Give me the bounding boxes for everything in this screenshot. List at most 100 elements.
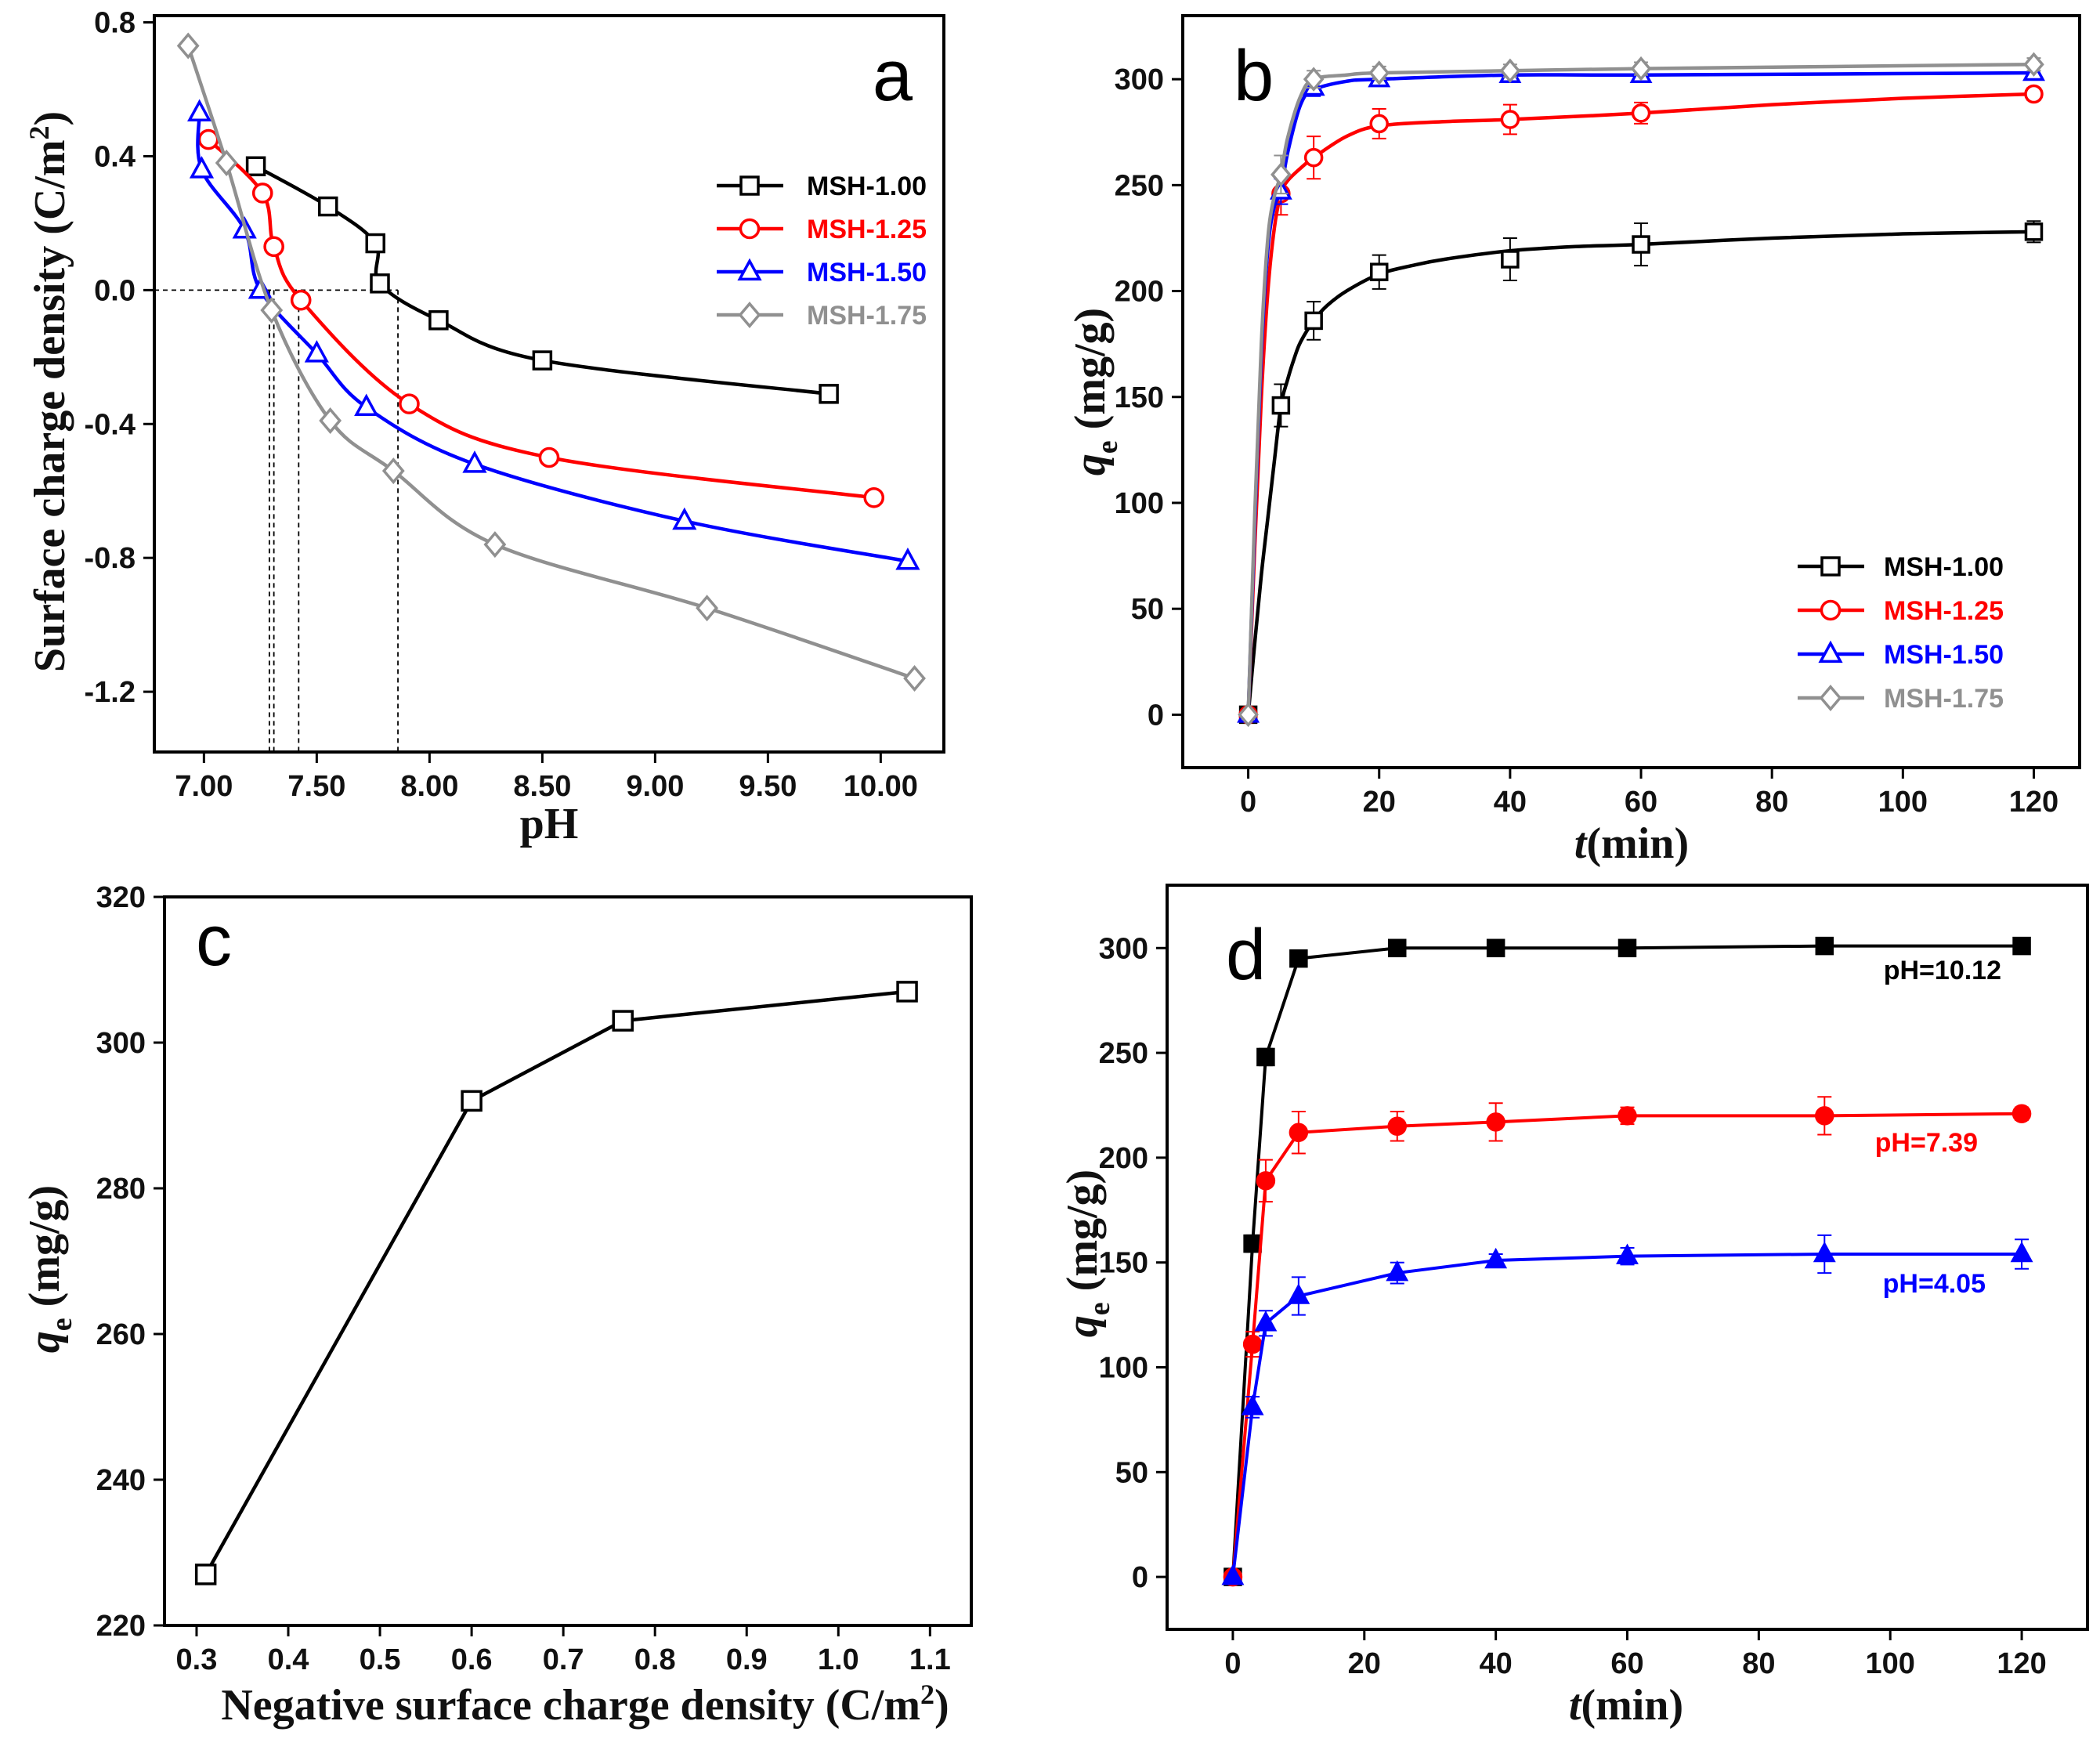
panel-d-x-tick-label: 20 <box>1348 1647 1381 1680</box>
panel-b-point <box>1271 396 1291 415</box>
panel-a-point <box>251 183 273 204</box>
panel-a-y-tick-label: -0.8 <box>85 542 136 575</box>
panel-b-line-MSH-1.00 <box>1246 230 2034 715</box>
panel-d-ph-kinetics: 0 20 40 60 80 100 120 0 50 100 150 200 250 300 d t(m… <box>1058 884 2089 1730</box>
panel-a-y-tick-label: -1.2 <box>85 676 136 709</box>
panel-a-surface-charge: 7.00 7.50 8.00 8.50 9.00 9.50 10.00 0.8 0.4 0.0 -… <box>23 7 945 848</box>
panel-a-y-axis-label: Surface charge density (C/m2) <box>23 111 74 672</box>
panel-a-point <box>819 384 839 404</box>
panel-a-point <box>672 507 697 530</box>
panel-c-line <box>204 989 908 1576</box>
panel-d-y-tick-label: 250 <box>1099 1037 1148 1070</box>
panel-a-legend-label: MSH-1.75 <box>807 301 927 331</box>
panel-a-line-MSH-1.25 <box>207 138 874 500</box>
panel-d-point <box>1242 1334 1263 1354</box>
panel-b-point <box>1501 250 1520 269</box>
panel-c-y-tick-label: 280 <box>96 1173 146 1206</box>
panel-b-legend-label: MSH-1.25 <box>1884 596 2004 626</box>
panel-d-point <box>1289 1123 1309 1143</box>
panel-d-series-pH=7.39 <box>1223 1096 2032 1587</box>
panel-a-line-MSH-1.50 <box>196 112 909 563</box>
panel-b-x-tick-label: 60 <box>1625 786 1657 819</box>
panel-a-series-MSH-1.50 <box>186 99 920 570</box>
panel-b-y-tick-label: 0 <box>1148 699 1164 732</box>
panel-b-line-MSH-1.75 <box>1246 62 2034 715</box>
panel-b-series-MSH-1.00 <box>1238 220 2044 725</box>
panel-b-point <box>1499 58 1521 84</box>
panel-b-y-tick-label: 200 <box>1115 276 1164 309</box>
panel-c-point <box>896 981 918 1003</box>
panel-d-point <box>1387 1116 1407 1136</box>
panel-d-point <box>1241 1394 1264 1415</box>
panel-c-point <box>461 1090 483 1112</box>
panel-a-point <box>245 156 266 177</box>
panel-c-x-tick-label: 0.3 <box>176 1643 218 1676</box>
panel-d-y-tick-label: 300 <box>1099 932 1148 965</box>
panel-a-point <box>215 149 238 177</box>
panel-b-point <box>1270 162 1292 187</box>
panel-a-point <box>399 393 420 414</box>
panel-b-y-tick-label: 250 <box>1115 169 1164 202</box>
panel-a-point <box>189 156 215 179</box>
panel-a-legend-marker <box>738 301 761 329</box>
panel-a-point <box>428 310 449 331</box>
panel-b-x-tick-label: 0 <box>1240 786 1256 819</box>
panel-b-point <box>1631 103 1651 123</box>
panel-a-y-tick-label: -0.4 <box>85 408 136 441</box>
panel-c-x-tick-label: 0.9 <box>726 1643 768 1676</box>
panel-d-series <box>1221 936 2033 1587</box>
panel-a-point <box>318 196 338 217</box>
panel-a-frame <box>153 14 945 754</box>
panel-b-legend-label: MSH-1.75 <box>1884 684 2004 714</box>
panel-a-legend-marker <box>737 258 762 281</box>
panel-b-point <box>1304 311 1323 331</box>
panel-a-point <box>462 450 487 473</box>
panel-a-legend-marker <box>739 218 761 240</box>
panel-a-legend: MSH-1.00 MSH-1.25 MSH-1.50 MSH-1.75 <box>717 172 927 331</box>
panel-d-point <box>1289 949 1308 968</box>
panel-d-y-ticks: 0 50 100 150 200 250 300 <box>1099 932 1167 1594</box>
panel-a-point <box>903 664 926 692</box>
panel-a-x-axis-label: pH <box>520 800 579 848</box>
panel-a-point <box>381 457 405 485</box>
panel-d-point <box>1616 1243 1639 1264</box>
panel-a-point <box>365 233 385 254</box>
panel-d-point <box>1815 936 1834 956</box>
panel-a-series <box>176 32 926 692</box>
panel-d-y-tick-label: 50 <box>1115 1456 1148 1489</box>
panel-c-y-tick-label: 320 <box>96 881 146 914</box>
panel-d-line-pH=7.39 <box>1231 1112 2022 1578</box>
panel-d-series-pH=4.05 <box>1221 1234 2033 1585</box>
panel-a-series-MSH-1.25 <box>197 128 885 508</box>
panel-a-point <box>538 446 560 468</box>
panel-d-y-axis-label: qe (mg/g) <box>1058 1170 1116 1337</box>
panel-b-x-ticks: 0 20 40 60 80 100 120 <box>1240 768 2058 819</box>
panel-a-legend-label: MSH-1.50 <box>807 258 927 287</box>
panel-a-point <box>895 548 920 570</box>
panel-c-x-tick-label: 0.8 <box>634 1643 676 1676</box>
panel-b-kinetics: 0 20 40 60 80 100 120 0 50 100 150 200 250 300 b t(m… <box>1066 14 2081 868</box>
panel-b-legend-marker <box>1820 556 1841 577</box>
panel-b-x-tick-label: 100 <box>1878 786 1928 819</box>
panel-a-x-tick-label: 9.00 <box>626 770 684 803</box>
panel-b-x-tick-label: 40 <box>1494 786 1527 819</box>
panel-d-series-label: pH=10.12 <box>1884 956 2001 985</box>
panel-a-point <box>696 595 718 622</box>
panel-a-legend-label: MSH-1.25 <box>807 215 927 244</box>
panel-c-point <box>194 1564 217 1585</box>
panel-c-letter: c <box>196 901 232 981</box>
panel-d-point <box>1815 1106 1834 1126</box>
panel-a-y-tick-label: 0.4 <box>94 140 136 173</box>
panel-d-y-tick-label: 0 <box>1132 1561 1148 1594</box>
panel-a-point <box>354 393 379 417</box>
panel-b-legend-label: MSH-1.00 <box>1884 552 2004 582</box>
panel-a-legend-marker <box>739 175 760 196</box>
panel-b-y-tick-label: 100 <box>1115 487 1164 520</box>
panel-a-y-tick-label: 0.0 <box>94 274 136 307</box>
panel-a-x-tick-label: 7.50 <box>287 770 345 803</box>
panel-b-legend-marker <box>1819 684 1842 712</box>
panel-b-point <box>1632 235 1650 254</box>
panel-d-point <box>2010 1241 2033 1263</box>
panel-c-x-axis-label: Negative surface charge density (C/m2) <box>221 1679 949 1730</box>
panel-b-legend: MSH-1.00 MSH-1.25 MSH-1.50 MSH-1.75 <box>1798 552 2004 714</box>
